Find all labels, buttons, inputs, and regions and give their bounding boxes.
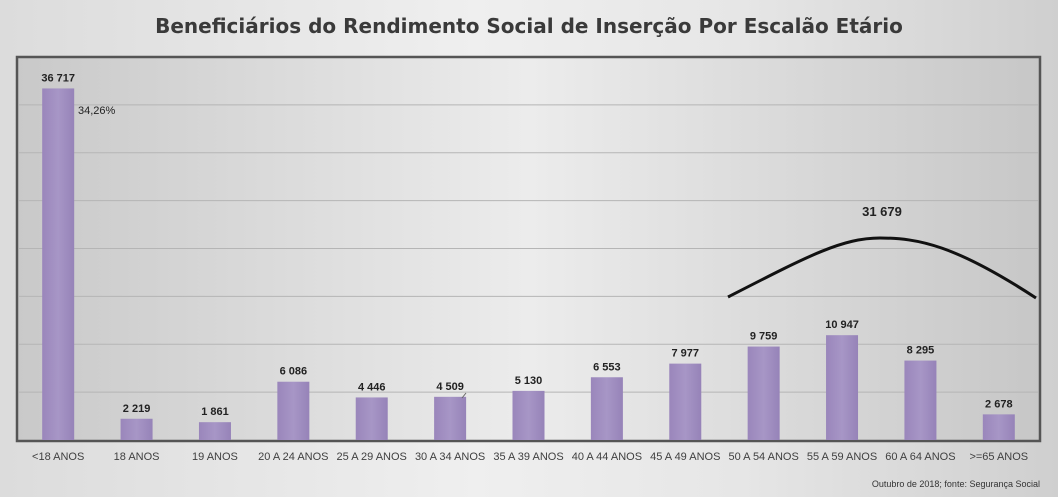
bar	[747, 346, 780, 440]
bar	[904, 360, 937, 440]
bar	[982, 414, 1015, 440]
x-tick-label: 25 A 29 ANOS	[337, 451, 407, 463]
x-axis-ticks: <18 ANOS 18 ANOS 19 ANOS 20 A 24 ANOS 25 A 2…	[32, 451, 1028, 463]
pct-annotation: 34,26%	[78, 105, 116, 117]
x-tick-label: 55 A 59 ANOS	[807, 451, 877, 463]
source-note: Outubro de 2018; fonte: Segurança Social	[871, 479, 1040, 489]
data-label: 4 509	[436, 381, 464, 393]
bar	[826, 335, 859, 440]
data-label: 36 717	[41, 72, 75, 84]
data-labels: 36 717 2 219 1 861 6 086 4 446 4 509 5 130 6 55…	[41, 72, 1012, 418]
data-label: 9 759	[750, 331, 778, 343]
data-label: 1 861	[201, 406, 229, 418]
data-label: 2 678	[985, 398, 1013, 410]
x-tick-label: 19 ANOS	[192, 451, 238, 463]
x-tick-label: 30 A 34 ANOS	[415, 451, 485, 463]
bar	[512, 390, 545, 440]
bar	[277, 381, 310, 440]
x-tick-label: 40 A 44 ANOS	[572, 451, 642, 463]
bar	[669, 363, 702, 440]
bar	[355, 397, 388, 440]
x-tick-label: 45 A 49 ANOS	[650, 451, 720, 463]
bar	[120, 418, 153, 440]
gridlines	[19, 104, 1038, 393]
arc-total-label: 31 679	[862, 204, 902, 219]
bar	[434, 396, 467, 440]
trend-arc	[727, 236, 1037, 300]
x-tick-label: >=65 ANOS	[969, 451, 1028, 463]
data-label: 6 553	[593, 361, 621, 373]
data-label: 8 295	[907, 345, 935, 357]
bar	[590, 377, 623, 440]
x-tick-label: <18 ANOS	[32, 451, 84, 463]
x-tick-label: 60 A 64 ANOS	[885, 451, 955, 463]
data-label: 6 086	[280, 366, 308, 378]
x-tick-label: 35 A 39 ANOS	[493, 451, 563, 463]
bar	[198, 422, 231, 440]
chart-title: Beneficiários do Rendimento Social de In…	[155, 14, 903, 38]
x-tick-label: 20 A 24 ANOS	[258, 451, 328, 463]
data-label: 4 446	[358, 381, 386, 393]
x-tick-label: 18 ANOS	[114, 451, 160, 463]
bars	[42, 88, 1015, 440]
x-tick-label: 50 A 54 ANOS	[728, 451, 798, 463]
data-label: 10 947	[825, 319, 859, 331]
bar	[42, 88, 75, 440]
data-label: 7 977	[672, 348, 700, 360]
pct-leader-line	[461, 392, 467, 399]
data-label: 5 130	[515, 375, 543, 387]
data-label: 2 219	[123, 403, 151, 415]
